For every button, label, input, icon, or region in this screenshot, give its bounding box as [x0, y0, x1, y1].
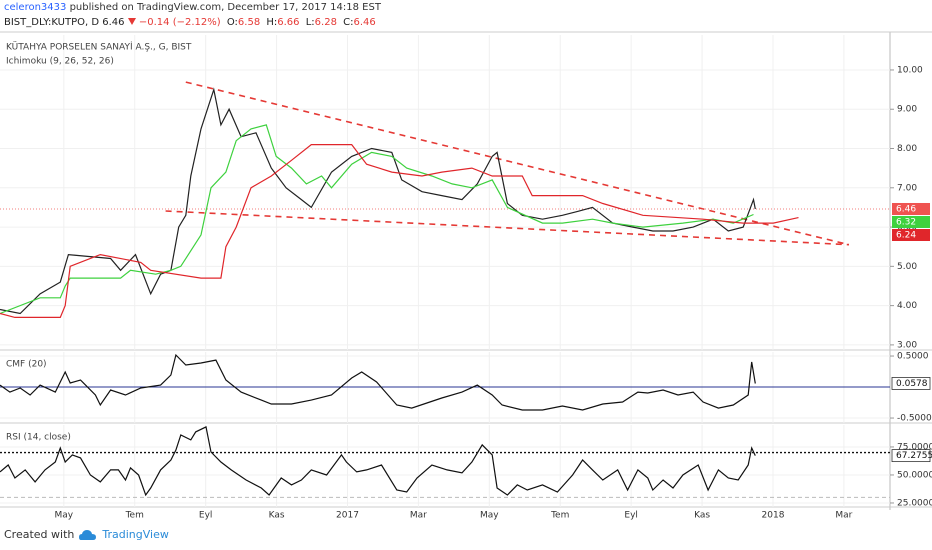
x-tick-label: May [55, 511, 74, 521]
pane-subtitle: Ichimoku (9, 26, 52, 26) [6, 57, 114, 67]
down-arrow [127, 18, 136, 25]
last-value-label: 6.24 [896, 230, 916, 240]
ohlc-key: L: [305, 17, 315, 28]
ohlc-value: 6.58 [237, 17, 261, 28]
last-price: 6.46 [102, 17, 125, 28]
y-tick-label: 4.00 [897, 301, 917, 311]
x-tick-label: Eyl [199, 511, 213, 521]
y-tick-label: 8.00 [897, 144, 917, 154]
ohlc-value: 6.66 [277, 17, 300, 28]
last-value-box [891, 449, 931, 463]
y-tick-label: 75.0000 [897, 442, 932, 452]
change: −0.14 (−2.12%) [138, 17, 221, 28]
x-tick-label: Kas [269, 511, 285, 521]
symbol-line: BIST_DLY:KUTPO, D 6.46 −0.14 (−2.12%) O:… [4, 17, 376, 28]
x-tick-label: Mar [410, 511, 427, 521]
x-tick-label: 2018 [762, 511, 785, 521]
last-value-label: 6.46 [896, 204, 916, 214]
last-value-label: 0.0578 [896, 379, 928, 389]
trend-line [185, 81, 850, 246]
y-tick-label: 3.00 [897, 340, 917, 350]
y-tick-label: 5.00 [897, 262, 917, 272]
series-line [0, 87, 756, 315]
y-tick-label: 0.5000 [897, 352, 929, 362]
last-value-box [891, 377, 931, 390]
x-tick-label: Kas [694, 511, 710, 521]
x-tick-label: Tem [125, 511, 144, 521]
x-tick-label: Tem [550, 511, 569, 521]
pane-title: CMF (20) [6, 360, 47, 370]
ohlc-key: C: [343, 17, 354, 28]
ohlc-value: 6.28 [314, 17, 337, 28]
footer: Created with TradingView [4, 528, 169, 541]
username[interactable]: celeron3433 [4, 2, 67, 13]
pane-title: KÜTAHYA PORSELEN SANAYİ A.Ş., G, BIST [6, 42, 192, 53]
created-with: Created with [4, 528, 75, 541]
ohlc-key: O: [226, 17, 238, 28]
y-tick-label: 7.00 [897, 183, 917, 193]
publish-line: celeron3433 published on TradingView.com… [4, 2, 381, 13]
x-tick-label: 2017 [336, 511, 359, 521]
x-tick-label: Mar [835, 511, 852, 521]
last-value-label: 67.2755 [896, 451, 932, 461]
ohlc-value: 6.46 [353, 17, 376, 28]
y-tick-label: 10.00 [897, 65, 923, 75]
pane-title: RSI (14, close) [6, 433, 71, 443]
y-tick-label: -0.5000 [897, 414, 932, 424]
y-tick-label: 50.0000 [897, 470, 932, 480]
last-value-box [892, 215, 930, 228]
symbol: BIST_DLY:KUTPO, D [4, 17, 100, 28]
publish-info: published on TradingView.com, December 1… [69, 2, 381, 13]
logo-icon [79, 529, 97, 540]
last-value-box [892, 228, 930, 241]
ohlc-key: H: [266, 17, 278, 28]
x-tick-label: May [480, 511, 499, 521]
series-line [0, 426, 756, 497]
y-tick-label: 25.0000 [897, 498, 932, 508]
last-value-label: 6.32 [896, 217, 916, 227]
series-line [0, 144, 799, 318]
x-tick-label: Eyl [624, 511, 638, 521]
series-line [0, 353, 756, 411]
brand[interactable]: TradingView [102, 528, 169, 541]
last-value-box [892, 202, 930, 215]
trend-line [165, 210, 849, 246]
y-tick-label: 9.00 [897, 105, 917, 115]
series-line [0, 124, 754, 315]
